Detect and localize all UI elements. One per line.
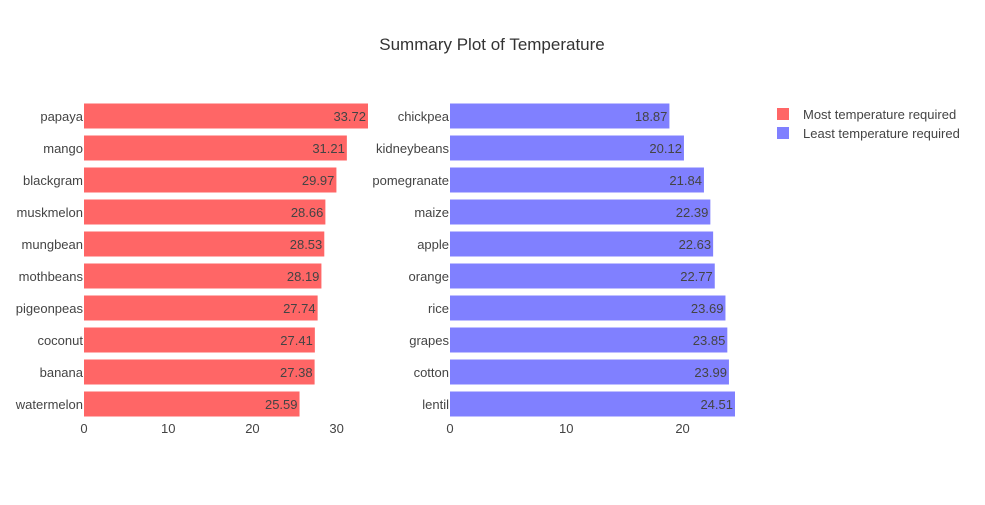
- bar-value-label: 22.63: [679, 237, 712, 252]
- bar-value-label: 24.51: [700, 397, 733, 412]
- legend-item[interactable]: Least temperature required: [777, 126, 960, 141]
- legend-swatch: [777, 127, 789, 139]
- bar-mango: [84, 135, 347, 161]
- bar-value-label: 18.87: [635, 109, 668, 124]
- legend-swatch: [777, 108, 789, 120]
- bar-watermelon: [84, 391, 300, 417]
- bar-coconut: [84, 327, 315, 353]
- category-label: mango: [43, 141, 83, 156]
- category-label: papaya: [40, 109, 83, 124]
- bar-value-label: 23.99: [694, 365, 727, 380]
- bar-mothbeans: [84, 263, 322, 289]
- legend: Most temperature required Least temperatu…: [777, 107, 960, 141]
- category-label: pomegranate: [372, 173, 449, 188]
- bar-blackgram: [84, 167, 337, 193]
- chart-title: Summary Plot of Temperature: [379, 35, 605, 54]
- bar-value-label: 23.85: [693, 333, 726, 348]
- category-label: mungbean: [22, 237, 83, 252]
- legend-label: Least temperature required: [803, 126, 960, 141]
- category-label: banana: [40, 365, 84, 380]
- category-label: kidneybeans: [376, 141, 449, 156]
- bar-value-label: 22.77: [680, 269, 713, 284]
- bar-chickpea: [450, 103, 670, 129]
- bar-orange: [450, 263, 715, 289]
- category-label: apple: [417, 237, 449, 252]
- bar-grapes: [450, 327, 728, 353]
- category-label: pigeonpeas: [16, 301, 84, 316]
- bar-value-label: 29.97: [302, 173, 335, 188]
- legend-label: Most temperature required: [803, 107, 956, 122]
- category-label: coconut: [37, 333, 83, 348]
- bar-value-label: 20.12: [649, 141, 682, 156]
- bar-value-label: 27.41: [280, 333, 313, 348]
- bar-value-label: 27.38: [280, 365, 313, 380]
- x-tick-label: 10: [559, 421, 573, 436]
- category-label: chickpea: [398, 109, 450, 124]
- bar-value-label: 28.19: [287, 269, 320, 284]
- x-tick-label: 20: [675, 421, 689, 436]
- category-label: orange: [409, 269, 449, 284]
- bar-value-label: 33.72: [333, 109, 366, 124]
- legend-item[interactable]: Most temperature required: [777, 107, 956, 122]
- category-label: rice: [428, 301, 449, 316]
- category-label: watermelon: [15, 397, 83, 412]
- bar-banana: [84, 359, 315, 385]
- category-label: mothbeans: [19, 269, 84, 284]
- bar-cotton: [450, 359, 729, 385]
- bar-value-label: 25.59: [265, 397, 298, 412]
- bar-rice: [450, 295, 726, 321]
- category-label: maize: [414, 205, 449, 220]
- bar-value-label: 28.53: [290, 237, 323, 252]
- category-label: blackgram: [23, 173, 83, 188]
- x-tick-label: 0: [80, 421, 87, 436]
- x-tick-label: 0: [446, 421, 453, 436]
- category-label: muskmelon: [17, 205, 83, 220]
- bar-papaya: [84, 103, 368, 129]
- bar-apple: [450, 231, 714, 257]
- chart-panel-1: 33.72 papaya 31.21 mango 29.97 blackgram 28.66…: [15, 103, 368, 436]
- category-label: cotton: [414, 365, 449, 380]
- bar-pomegranate: [450, 167, 704, 193]
- chart-panels: 33.72 papaya 31.21 mango 29.97 blackgram 28.66…: [15, 103, 735, 436]
- x-tick-label: 30: [329, 421, 343, 436]
- bar-lentil: [450, 391, 735, 417]
- bar-kidneybeans: [450, 135, 684, 161]
- category-label: grapes: [409, 333, 449, 348]
- bar-value-label: 23.69: [691, 301, 724, 316]
- chart-panel-2: 18.87 chickpea 20.12 kidneybeans 21.84 pomegr…: [372, 103, 735, 436]
- bar-value-label: 22.39: [676, 205, 709, 220]
- bar-value-label: 21.84: [669, 173, 702, 188]
- x-tick-label: 10: [161, 421, 175, 436]
- bar-pigeonpeas: [84, 295, 318, 321]
- bar-value-label: 28.66: [291, 205, 324, 220]
- bar-maize: [450, 199, 711, 225]
- bar-muskmelon: [84, 199, 326, 225]
- bar-mungbean: [84, 231, 325, 257]
- x-tick-label: 20: [245, 421, 259, 436]
- bar-value-label: 31.21: [312, 141, 345, 156]
- bar-value-label: 27.74: [283, 301, 316, 316]
- category-label: lentil: [422, 397, 449, 412]
